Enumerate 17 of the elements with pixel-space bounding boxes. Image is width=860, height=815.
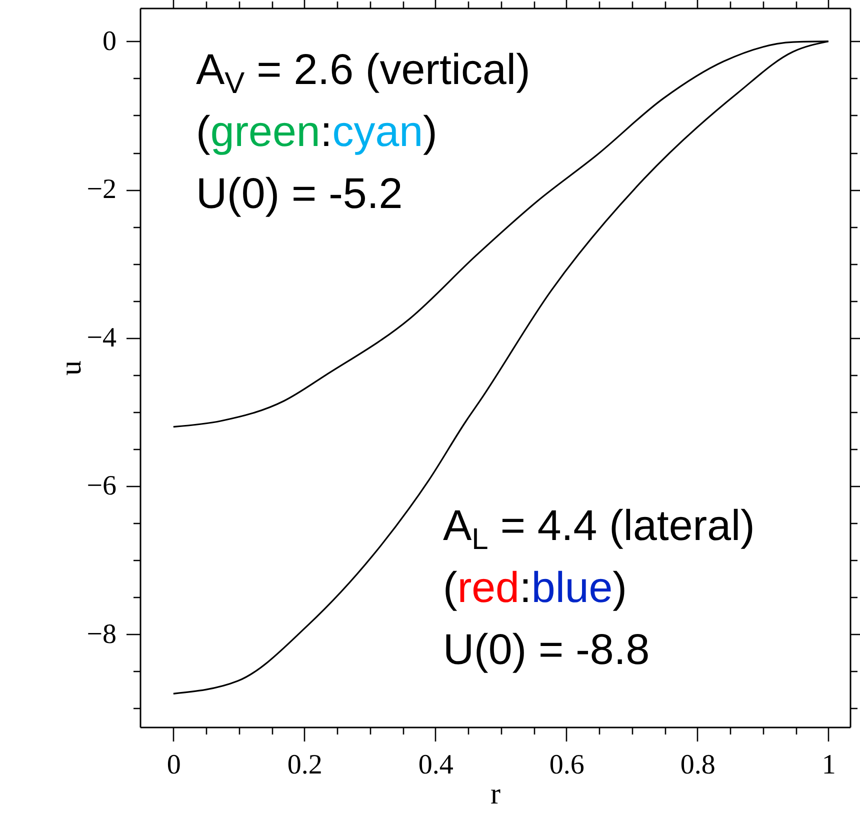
- y-tick-label: −6: [86, 470, 116, 502]
- x-tick-label: 0.4: [418, 750, 454, 780]
- x-tick-label: 0: [166, 750, 181, 780]
- y-tick-label: −2: [86, 174, 116, 206]
- annotation: U(0) = -5.2: [196, 170, 403, 218]
- x-tick-label: 0.2: [287, 750, 322, 780]
- y-tick-label: −4: [86, 322, 116, 354]
- x-tick-label: 0.8: [680, 750, 716, 780]
- y-axis-title: u: [54, 360, 88, 376]
- annotation: U(0) = -8.8: [443, 626, 650, 674]
- x-tick-label: 0.6: [549, 750, 584, 780]
- annotation: (green:cyan): [196, 108, 438, 156]
- y-tick-label: −8: [86, 618, 116, 650]
- y-tick-label: 0: [102, 26, 116, 57]
- x-tick-label: 1: [822, 750, 836, 780]
- x-axis-title: r: [490, 778, 500, 810]
- annotation: (red:blue): [443, 564, 628, 612]
